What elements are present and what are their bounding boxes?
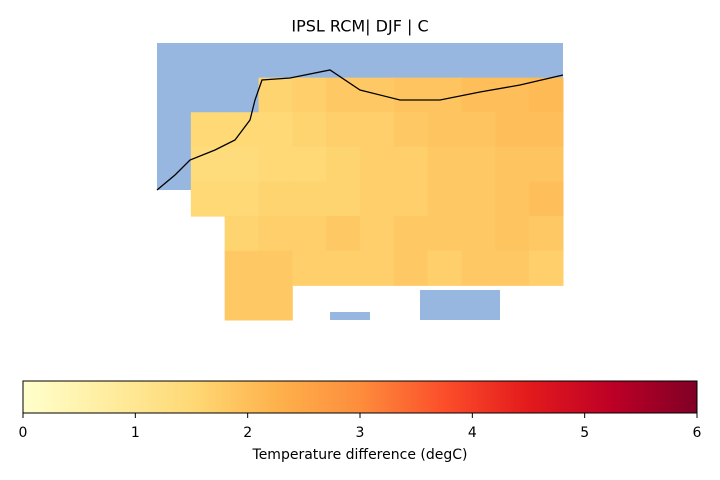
grid-cell bbox=[224, 216, 259, 252]
grid-cell bbox=[190, 181, 226, 217]
grid-cell bbox=[292, 112, 327, 148]
grid-cell bbox=[393, 181, 429, 217]
grid-cell bbox=[427, 216, 462, 252]
grid-cell bbox=[495, 146, 530, 182]
grid-cell bbox=[292, 250, 327, 286]
grid-cell bbox=[326, 216, 361, 252]
grid-cell bbox=[360, 181, 395, 217]
map-title: IPSL RCM| DJF | C bbox=[291, 17, 428, 36]
grid-cell bbox=[529, 181, 564, 217]
grid-cell bbox=[258, 146, 293, 182]
grid-cell bbox=[427, 112, 462, 148]
colorbar-tick-label: 2 bbox=[243, 425, 252, 441]
grid-cell bbox=[427, 250, 462, 286]
grid-cell bbox=[360, 146, 395, 182]
grid-cell bbox=[529, 216, 564, 252]
grid-cell bbox=[326, 250, 361, 286]
grid-cell bbox=[224, 250, 259, 286]
grid-cell bbox=[224, 285, 259, 321]
grid-cell bbox=[360, 250, 395, 286]
grid-cell bbox=[258, 216, 293, 252]
colorbar-tick-label: 4 bbox=[468, 425, 477, 441]
grid-cell bbox=[292, 216, 327, 252]
grid-cell bbox=[529, 77, 564, 113]
grid-cell bbox=[495, 77, 530, 113]
grid-cell bbox=[190, 112, 226, 148]
grid-cell bbox=[461, 112, 496, 148]
grid-cell bbox=[393, 77, 429, 113]
grid-cell bbox=[326, 77, 361, 113]
colorbar-tick-label: 6 bbox=[693, 425, 702, 441]
coastline bbox=[156, 69, 564, 191]
grid-cell bbox=[292, 77, 327, 113]
grid-cell bbox=[224, 181, 259, 217]
colorbar-tick-label: 3 bbox=[356, 425, 365, 441]
grid-cell bbox=[529, 250, 564, 286]
grid-cell bbox=[360, 112, 395, 148]
grid-cell bbox=[326, 146, 361, 182]
grid-cell bbox=[326, 181, 361, 217]
grid-cell bbox=[495, 112, 530, 148]
grid-cell bbox=[529, 112, 564, 148]
grid-cell bbox=[224, 146, 259, 182]
grid-cell bbox=[461, 146, 496, 182]
grid-cell bbox=[393, 250, 429, 286]
grid-cell bbox=[393, 112, 429, 148]
grid-cell bbox=[258, 112, 293, 148]
grid-cell bbox=[393, 216, 429, 252]
grid-cell bbox=[461, 250, 496, 286]
grid-cell bbox=[292, 181, 327, 217]
colorbar-tick-label: 1 bbox=[131, 425, 140, 441]
grid-cell bbox=[292, 146, 327, 182]
colorbar-tick-label: 5 bbox=[580, 425, 589, 441]
grid-cell bbox=[495, 216, 530, 252]
grid-cell bbox=[427, 181, 462, 217]
grid-cell bbox=[529, 146, 564, 182]
colorbar-label: Temperature difference (degC) bbox=[252, 447, 468, 463]
colorbar bbox=[22, 380, 698, 414]
grid-cell bbox=[258, 285, 293, 321]
grid-cell bbox=[258, 250, 293, 286]
grid-cell bbox=[495, 181, 530, 217]
grid-cell bbox=[427, 146, 462, 182]
grid-cell bbox=[393, 146, 429, 182]
grid-cell bbox=[360, 77, 395, 113]
land-grid bbox=[190, 77, 564, 321]
grid-cell bbox=[427, 77, 462, 113]
colorbar-tick-label: 0 bbox=[19, 425, 28, 441]
grid-cell bbox=[461, 181, 496, 217]
grid-cell bbox=[258, 181, 293, 217]
grid-cell bbox=[360, 216, 395, 252]
sea bbox=[157, 43, 563, 320]
grid-cell bbox=[258, 77, 293, 113]
grid-cell bbox=[495, 250, 530, 286]
grid-cell bbox=[461, 216, 496, 252]
grid-cell bbox=[326, 112, 361, 148]
